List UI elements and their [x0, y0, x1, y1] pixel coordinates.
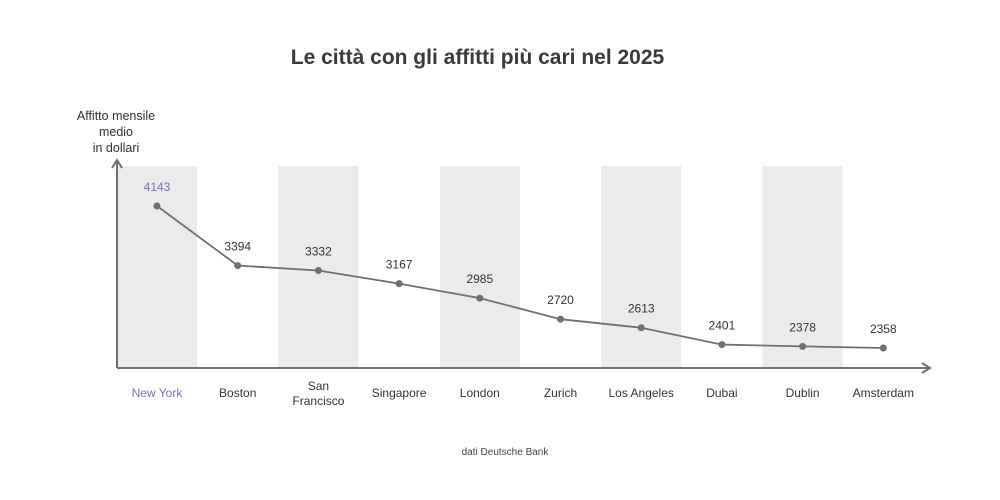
x-tick-label: Amsterdam — [853, 386, 914, 400]
series-line — [156, 205, 884, 349]
shaded-column — [117, 166, 197, 368]
shaded-column — [439, 166, 520, 368]
data-point — [799, 342, 807, 350]
data-point — [557, 315, 564, 323]
data-label: 2985 — [466, 272, 493, 286]
x-tick-label: London — [460, 386, 500, 400]
data-points — [153, 202, 887, 352]
x-axis-arrow — [921, 362, 932, 374]
x-tick-label: San — [308, 379, 329, 393]
x-tick-label: Dublin — [786, 386, 820, 400]
data-label: 2401 — [709, 319, 736, 333]
y-axis-arrow — [111, 158, 123, 169]
data-point — [718, 341, 726, 349]
shaded-column — [278, 166, 359, 368]
x-tick-label: Francisco — [292, 394, 344, 408]
data-point — [314, 267, 322, 275]
shaded-columns — [117, 166, 843, 368]
source-note: dati Deutsche Bank — [461, 447, 549, 458]
data-labels: 4143 3394 3332 3167 2985 2720 2613 2401 2378 2358 — [144, 180, 897, 336]
x-tick-label: New York — [132, 386, 184, 400]
data-point — [879, 344, 887, 352]
axes — [111, 158, 932, 374]
data-label: 2358 — [870, 322, 897, 336]
data-point — [153, 202, 161, 210]
data-label: 2720 — [547, 293, 574, 307]
series-line-group — [156, 205, 884, 349]
data-point — [395, 280, 403, 288]
shaded-column — [601, 166, 682, 368]
data-label: 3394 — [224, 240, 251, 254]
y-axis-label-line: Affitto mensile — [76, 109, 156, 123]
x-tick-label: Boston — [219, 386, 256, 400]
shaded-column — [762, 166, 843, 368]
x-tick-label: Los Angeles — [609, 386, 674, 400]
x-tick-label: Singapore — [372, 386, 427, 400]
data-point — [234, 262, 242, 270]
data-label: 2613 — [628, 302, 655, 316]
data-label: 3332 — [305, 245, 332, 259]
chart-title: Le città con gli affitti più cari nel 20… — [290, 46, 665, 69]
data-label: 3167 — [386, 258, 413, 272]
y-axis-label: Affitto mensile medio in dollari — [60, 108, 172, 156]
data-point — [637, 324, 645, 332]
x-tick-label: Zurich — [544, 386, 577, 400]
data-point — [476, 294, 484, 302]
data-label: 2378 — [789, 320, 816, 334]
data-label: 4143 — [144, 180, 171, 194]
y-axis-label-line: in dollari — [92, 141, 140, 155]
x-tick-label: Dubai — [706, 386, 737, 400]
y-axis-label-line: medio — [98, 125, 134, 139]
